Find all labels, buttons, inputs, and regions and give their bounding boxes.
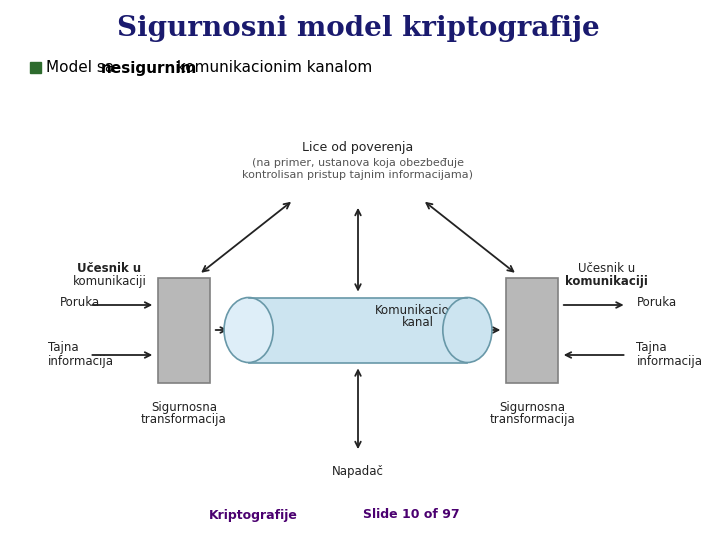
Text: Komunikacioni: Komunikacioni bbox=[375, 303, 461, 316]
Ellipse shape bbox=[443, 298, 492, 362]
Text: (na primer, ustanova koja obezbeđuje: (na primer, ustanova koja obezbeđuje bbox=[252, 158, 464, 168]
Text: transformacija: transformacija bbox=[141, 414, 227, 427]
Text: komunikaciji: komunikaciji bbox=[565, 274, 648, 287]
Text: Sigurnosni model kriptografije: Sigurnosni model kriptografije bbox=[117, 15, 599, 42]
Text: Sigurnosna: Sigurnosna bbox=[499, 402, 565, 415]
Text: Učesnik u: Učesnik u bbox=[77, 261, 141, 274]
Bar bbox=[506, 278, 558, 382]
Text: Poruka: Poruka bbox=[636, 296, 677, 309]
Text: transformacija: transformacija bbox=[489, 414, 575, 427]
Ellipse shape bbox=[224, 298, 273, 362]
Bar bbox=[30, 62, 41, 73]
Text: informacija: informacija bbox=[636, 354, 703, 368]
Text: kanal: kanal bbox=[402, 316, 433, 329]
Text: Kriptografije: Kriptografije bbox=[209, 509, 298, 522]
Text: Tajna: Tajna bbox=[48, 341, 78, 354]
Text: Sigurnosna: Sigurnosna bbox=[151, 402, 217, 415]
Text: informacija: informacija bbox=[48, 354, 114, 368]
Text: Model sa: Model sa bbox=[46, 60, 119, 76]
Text: komunikaciji: komunikaciji bbox=[73, 274, 146, 287]
Text: Učesnik u: Učesnik u bbox=[578, 261, 635, 274]
Text: Lice od poverenja: Lice od poverenja bbox=[302, 141, 413, 154]
Text: nesigurnim: nesigurnim bbox=[100, 60, 197, 76]
Text: Poruka: Poruka bbox=[60, 296, 100, 309]
Text: kontrolisan pristup tajnim informacijama): kontrolisan pristup tajnim informacijama… bbox=[243, 170, 474, 180]
Bar bbox=[248, 298, 467, 362]
Bar bbox=[158, 278, 210, 382]
Text: Slide 10 of 97: Slide 10 of 97 bbox=[363, 509, 459, 522]
Text: Tajna: Tajna bbox=[636, 341, 667, 354]
Text: Napadač: Napadač bbox=[332, 465, 384, 478]
Text: komunikacionim kanalom: komunikacionim kanalom bbox=[172, 60, 372, 76]
